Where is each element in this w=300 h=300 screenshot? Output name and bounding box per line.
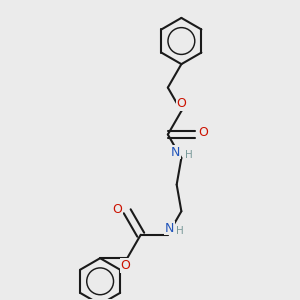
Text: O: O — [121, 259, 130, 272]
Text: O: O — [112, 203, 122, 216]
Text: O: O — [176, 97, 186, 110]
Text: H: H — [185, 150, 193, 160]
Text: N: N — [171, 146, 180, 158]
Text: N: N — [165, 222, 174, 235]
Text: O: O — [198, 126, 208, 139]
Text: H: H — [176, 226, 183, 236]
